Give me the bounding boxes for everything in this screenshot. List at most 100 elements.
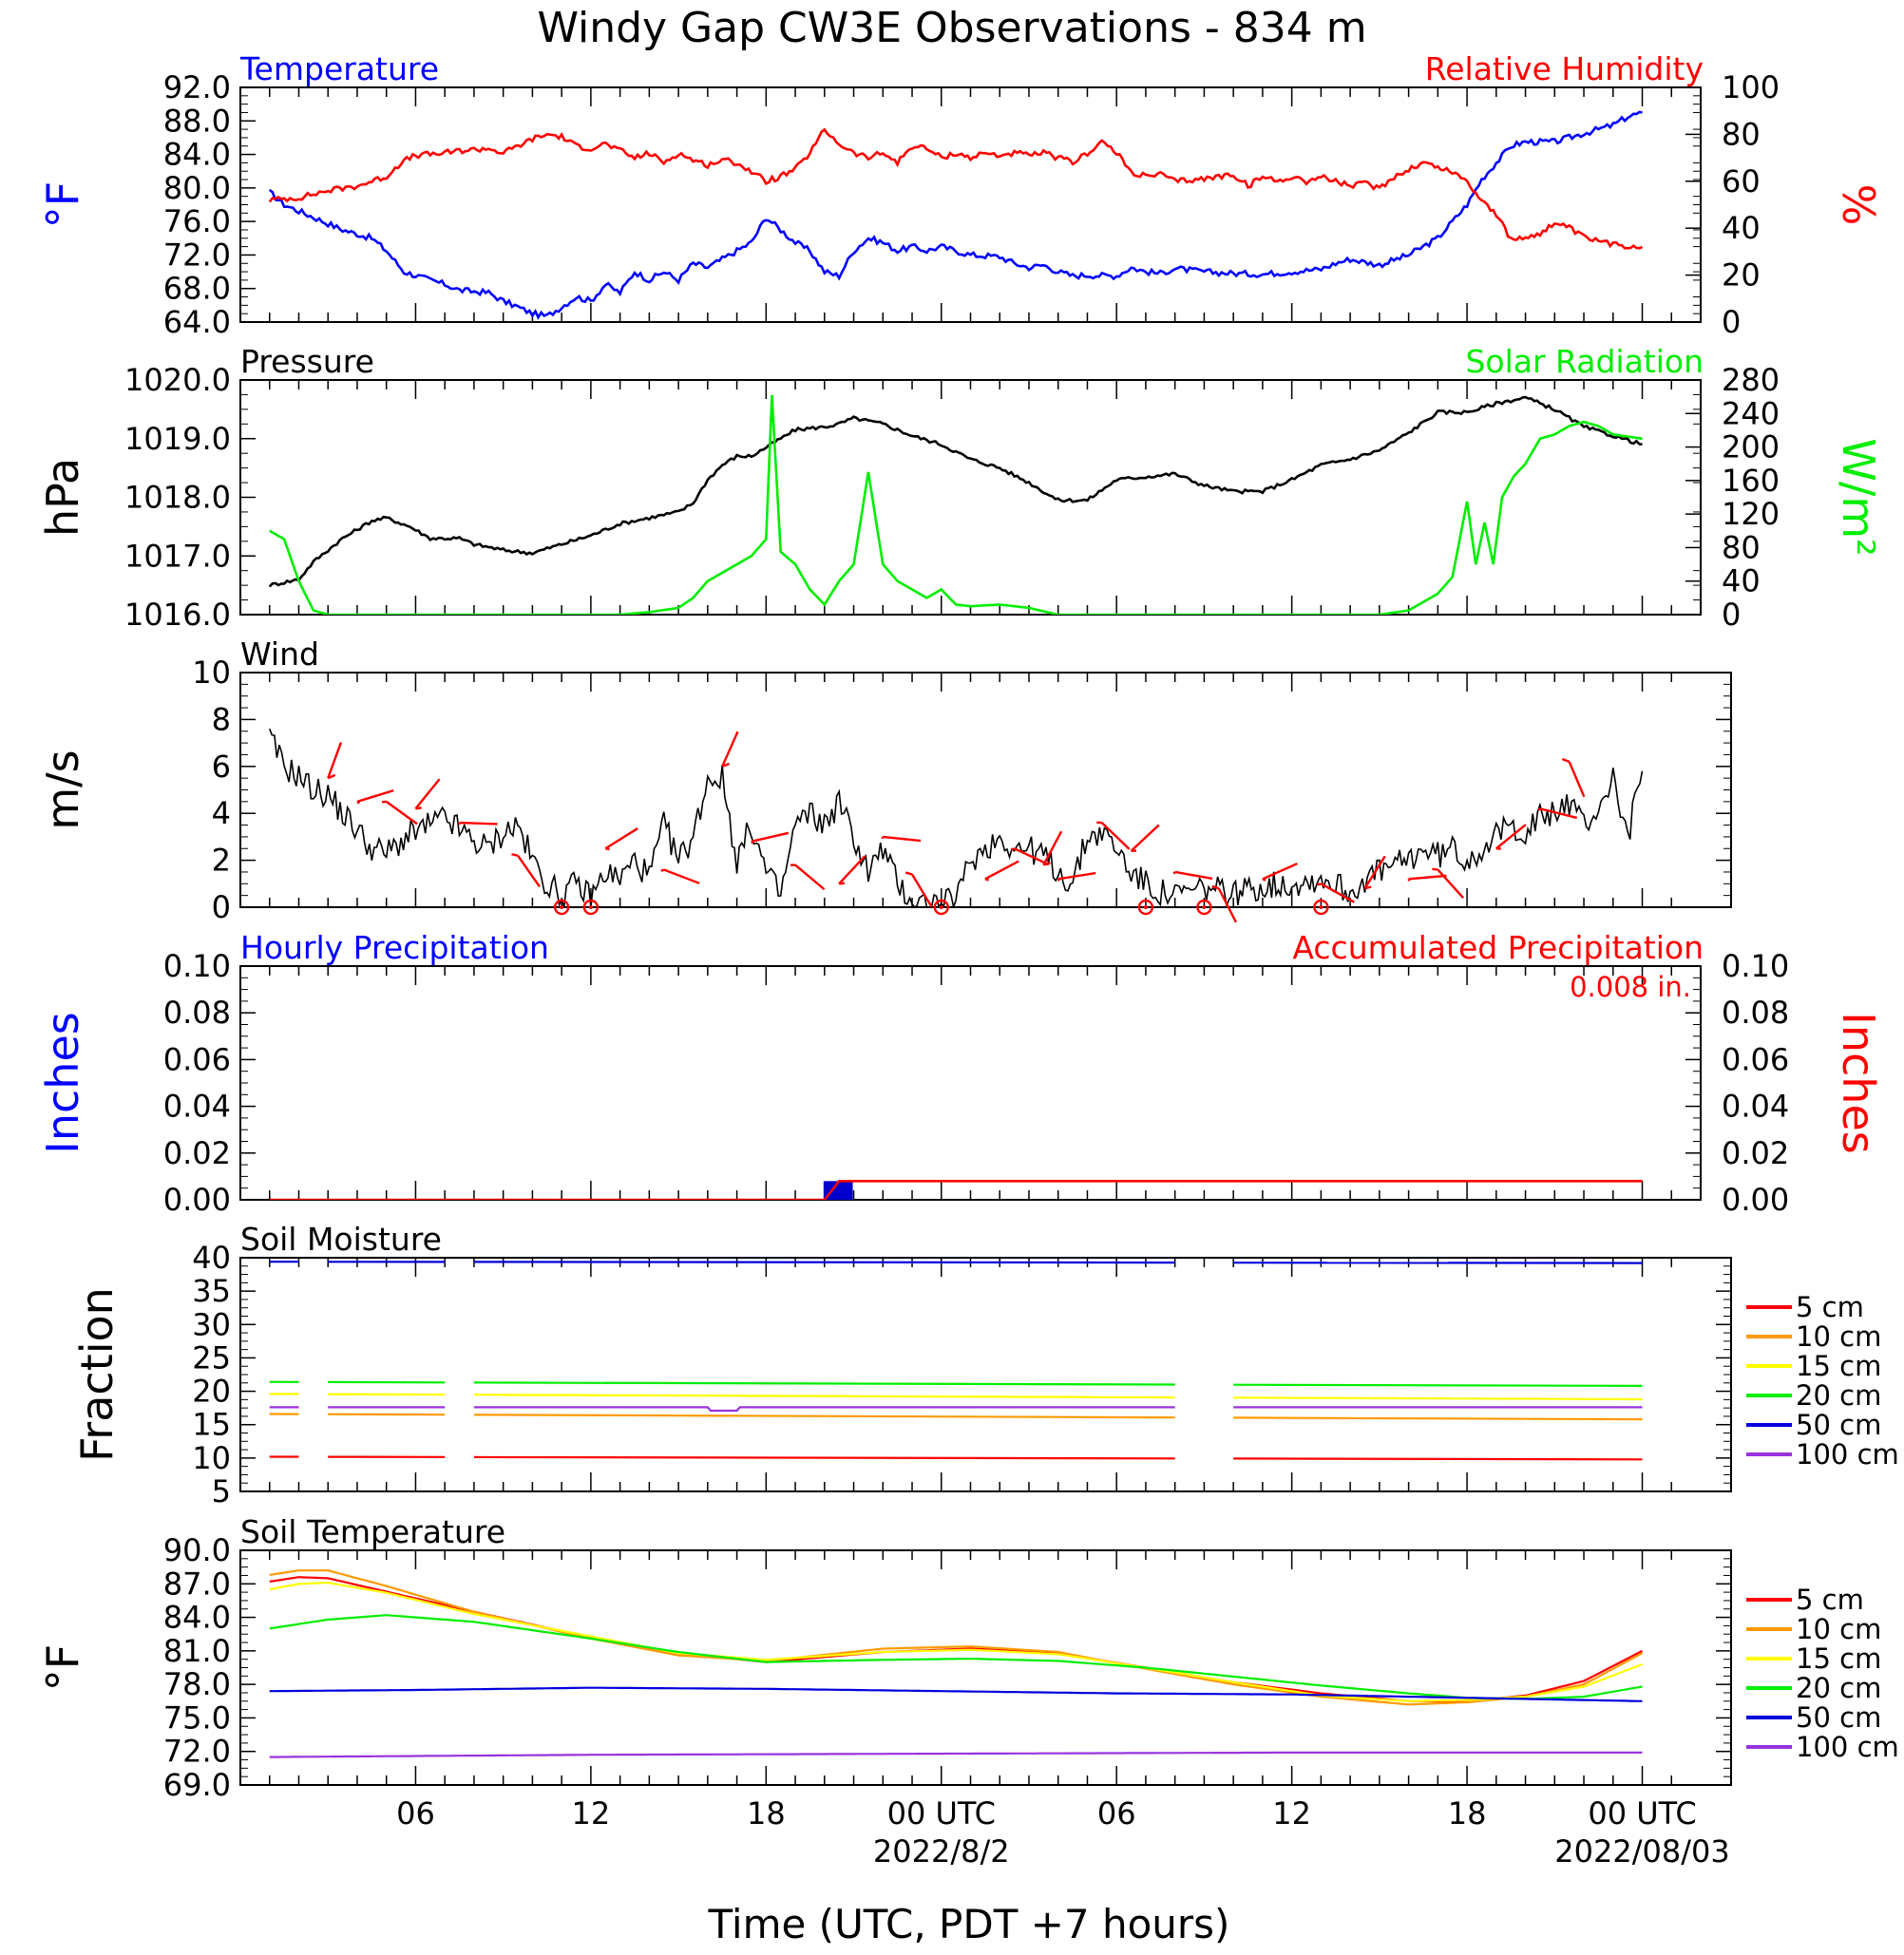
y-tick-label-left: 10 — [192, 1440, 231, 1476]
legend-label: 5 cm — [1796, 1291, 1864, 1323]
calm-marker-dot — [588, 905, 593, 909]
wind-barb — [1174, 870, 1213, 881]
wind-barb-flag — [356, 800, 360, 805]
y-tick-label-left: 1019.0 — [124, 421, 231, 457]
hourly-precip-bar — [823, 1181, 853, 1200]
panels: 92.088.084.080.076.072.068.064.010080604… — [37, 50, 1899, 1803]
panel-title-left: Soil Moisture — [240, 1221, 442, 1258]
y-tick-label-right: 80 — [1722, 116, 1761, 152]
wind-barb-flag — [1561, 757, 1571, 763]
wind-barb — [414, 778, 441, 810]
wind-barb — [663, 868, 700, 884]
y-tick-label-left: 1016.0 — [124, 597, 231, 633]
wind-barb — [1217, 887, 1238, 923]
calm-marker — [933, 899, 949, 916]
wind-barb-flag — [605, 847, 610, 851]
y-axis-label-right: W/m² — [1833, 438, 1884, 556]
soil-moisture-line — [473, 1406, 1175, 1413]
y-tick-label-right: 80 — [1722, 529, 1761, 565]
wind-barb-flag — [1057, 878, 1060, 882]
x-tick-label: 18 — [747, 1795, 786, 1832]
y-tick-label-left: 4 — [212, 795, 231, 831]
y-tick-label-right: 160 — [1722, 463, 1780, 499]
wind-barb — [459, 821, 498, 826]
calm-marker-dot — [1202, 905, 1207, 909]
y-tick-label-right: 0.10 — [1722, 948, 1789, 984]
y-tick-label-right: 0.06 — [1722, 1041, 1789, 1077]
soil-temp-line — [269, 1614, 1643, 1700]
soil-temp-line — [269, 1686, 1643, 1702]
wind-barb-flag — [1172, 871, 1176, 875]
y-tick-label-left: 5 — [212, 1473, 231, 1509]
legend-label: 100 cm — [1796, 1731, 1899, 1763]
y-tick-label-left: 15 — [192, 1407, 231, 1443]
x-axis-label: Time (UTC, PDT +7 hours) — [708, 1901, 1230, 1947]
panel-title-left: Hourly Precipitation — [240, 929, 549, 966]
data-layer — [268, 394, 1643, 615]
y-axis-label-left: Fraction — [71, 1287, 123, 1462]
y-tick-label-left: 68.0 — [163, 271, 231, 307]
y-tick-label-left: 75.0 — [163, 1699, 231, 1736]
wind-barb — [1057, 871, 1096, 881]
calm-marker — [553, 899, 570, 916]
y-tick-label-left: 30 — [192, 1306, 231, 1342]
wind-barb — [1363, 855, 1386, 889]
legend-label: 20 cm — [1796, 1672, 1881, 1704]
legend-label: 15 cm — [1796, 1350, 1881, 1382]
y-tick-label-left: 81.0 — [163, 1633, 231, 1669]
x-tick-label: 12 — [572, 1795, 611, 1832]
y-tick-label-left: 35 — [192, 1273, 231, 1309]
accum-precip-annotation: 0.008 in. — [1570, 971, 1691, 1003]
x-tick-label: 00 UTC — [1588, 1795, 1696, 1832]
y-axis-label-left: °F — [37, 1644, 88, 1691]
wind-barb — [910, 873, 933, 908]
accum-precip-line — [269, 1180, 1643, 1200]
calm-marker — [1313, 899, 1329, 916]
y-tick-label-left: 0.06 — [163, 1041, 231, 1077]
calm-marker-dot — [1143, 905, 1148, 909]
y-axis-label-left: °F — [37, 181, 88, 228]
y-tick-label-left: 40 — [192, 1240, 231, 1276]
y-tick-label-right: 0 — [1722, 597, 1741, 633]
y-tick-label-right: 20 — [1722, 257, 1761, 294]
panel-press_solar: 1020.01019.01018.01017.01016.02802402001… — [37, 343, 1884, 633]
wind-barb — [1014, 847, 1050, 866]
wind-barb-flag — [1211, 884, 1220, 890]
x-tick-label: 18 — [1448, 1795, 1487, 1832]
soil-moisture-line — [473, 1414, 1175, 1419]
wind-barb-flag — [1432, 867, 1438, 871]
calm-marker — [1137, 899, 1154, 916]
soil-temp-line — [269, 1569, 1644, 1706]
calm-marker — [1196, 899, 1212, 916]
panel-title-right: Solar Radiation — [1465, 343, 1704, 380]
y-tick-label-left: 0.10 — [163, 948, 231, 984]
wind-barb-flag — [1010, 847, 1016, 851]
wind-barb — [327, 742, 343, 779]
y-tick-label-left: 69.0 — [163, 1767, 231, 1803]
data-layer — [268, 110, 1644, 320]
wind-barb — [1437, 868, 1464, 900]
wind-barb-flag — [904, 871, 913, 876]
calm-marker-dot — [939, 905, 943, 909]
y-tick-label-left: 8 — [212, 701, 231, 737]
y-tick-label-left: 0.08 — [163, 995, 231, 1031]
wind-barb — [794, 864, 826, 891]
wind-barb-flag — [1042, 862, 1051, 866]
wind-barb-flag — [511, 853, 519, 857]
y-tick-label-left: 72.0 — [163, 237, 231, 273]
wind-barb — [883, 835, 922, 843]
soil-moisture-line — [473, 1455, 1175, 1460]
y-tick-label-right: 0.04 — [1722, 1089, 1789, 1125]
legend-label: 50 cm — [1796, 1409, 1881, 1441]
x-tick-label: 12 — [1272, 1795, 1311, 1832]
wind-barb — [1262, 862, 1298, 881]
panel-title-left: Pressure — [240, 343, 374, 380]
y-tick-label-right: 100 — [1722, 69, 1780, 105]
legend-label: 10 cm — [1796, 1320, 1881, 1353]
wind-barb — [385, 800, 418, 826]
y-tick-label-left: 92.0 — [163, 69, 231, 105]
panel-title-right: Relative Humidity — [1425, 50, 1704, 87]
calm-marker — [582, 899, 600, 916]
soil-moisture-line — [1233, 1396, 1643, 1401]
